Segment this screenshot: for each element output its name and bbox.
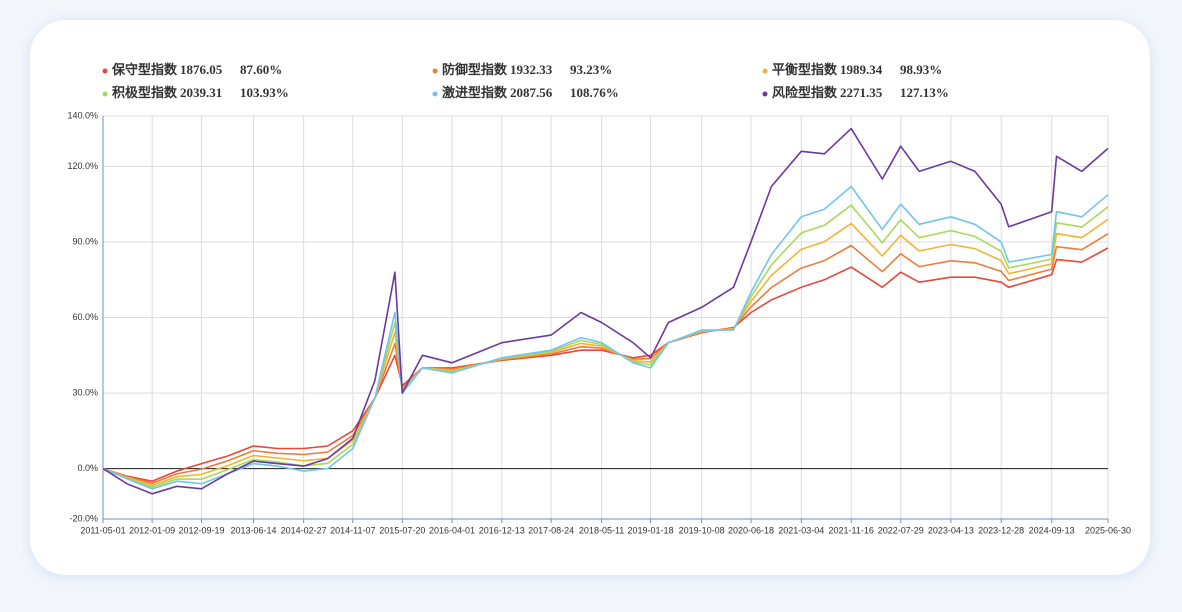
x-tick-label: 2020-06-18: [728, 525, 774, 535]
legend-marker: [762, 68, 768, 74]
series-line: [102, 204, 1109, 488]
y-tick-label: 0.0%: [77, 463, 98, 473]
x-tick-label: 2024-09-13: [1029, 525, 1075, 535]
legend-change: 93.23%: [570, 62, 612, 77]
x-tick-label: 2022-07-29: [878, 525, 924, 535]
y-tick-label: 120.0%: [67, 161, 98, 171]
legend-marker: [102, 91, 108, 97]
series-line: [102, 247, 1109, 482]
x-tick-label: 2012-01-09: [129, 525, 175, 535]
x-tick-label: 2012-09-19: [178, 525, 224, 535]
chart-card: [30, 20, 1150, 575]
legend-change: 87.60%: [240, 62, 282, 77]
series-line: [102, 185, 1109, 490]
x-tick-label: 2015-07-20: [379, 525, 425, 535]
legend-index: 2039.31: [180, 85, 222, 100]
y-tick-label: 140.0%: [67, 110, 98, 120]
legend-label: 平衡型指数: [772, 62, 838, 77]
y-tick-label: 60.0%: [72, 312, 98, 322]
series-line: [102, 233, 1109, 484]
y-tick-label: 90.0%: [72, 236, 98, 246]
legend-index: 1989.34: [840, 62, 883, 77]
x-tick-label: 2019-10-08: [679, 525, 725, 535]
legend-index: 2087.56: [510, 85, 553, 100]
x-tick-label: 2016-04-01: [429, 525, 475, 535]
legend-change: 127.13%: [900, 85, 949, 100]
x-tick-label: 2014-02-27: [281, 525, 327, 535]
y-tick-label: -20.0%: [69, 513, 98, 523]
series-line: [102, 218, 1109, 486]
x-tick-label: 2025-06-30: [1085, 525, 1131, 535]
legend-label: 保守型指数: [111, 62, 178, 77]
series-line: [102, 127, 1109, 495]
x-tick-label: 2013-06-14: [231, 525, 277, 535]
legend-label: 积极型指数: [112, 85, 178, 100]
legend-change: 98.93%: [900, 62, 942, 77]
legend-label: 激进型指数: [442, 85, 508, 100]
x-tick-label: 2017-08-24: [528, 525, 574, 535]
legend-label: 防御型指数: [442, 62, 508, 77]
x-tick-label: 2023-04-13: [928, 525, 974, 535]
x-tick-label: 2014-11-07: [330, 525, 375, 535]
x-tick-label: 2021-11-16: [829, 525, 874, 535]
legend-change: 108.76%: [570, 85, 619, 100]
legend-marker: [102, 68, 108, 74]
legend-label: 风险型指数: [772, 85, 838, 100]
legend-change: 103.93%: [240, 85, 289, 100]
legend-index: 1876.05: [180, 62, 223, 77]
x-tick-label: 2016-12-13: [479, 525, 525, 535]
legend-marker: [432, 91, 438, 97]
x-tick-label: 2019-01-18: [628, 525, 674, 535]
x-tick-label: 2021-03-04: [778, 525, 824, 535]
legend-marker: [762, 91, 768, 97]
x-tick-label: 2023-12-28: [978, 525, 1024, 535]
x-tick-label: 2011-05-01: [80, 525, 125, 535]
y-tick-label: 30.0%: [72, 387, 98, 397]
legend-index: 1932.33: [510, 62, 553, 77]
x-tick-label: 2018-05-11: [579, 525, 624, 535]
legend-index: 2271.35: [840, 85, 883, 100]
legend-marker: [432, 68, 438, 74]
